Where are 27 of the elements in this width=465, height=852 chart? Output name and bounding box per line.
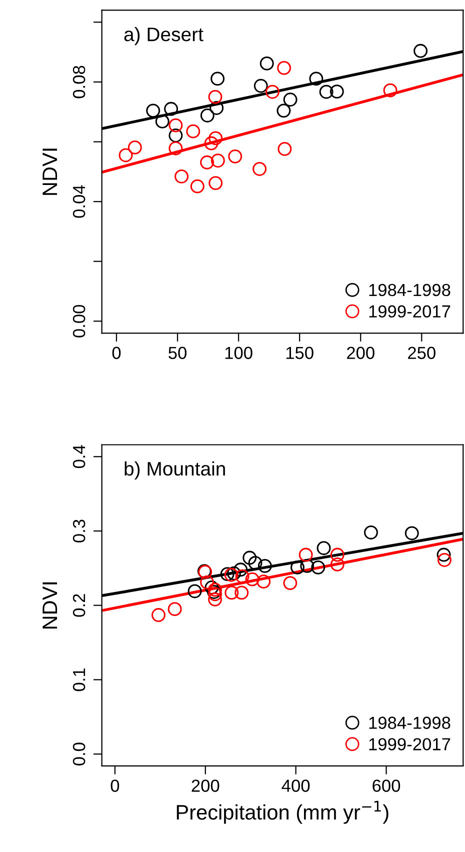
x-tick-label: 100	[225, 346, 252, 360]
x-tick-label: 0	[112, 346, 121, 360]
x-tick-label: 200	[192, 780, 220, 792]
text: a) Desert	[124, 26, 204, 46]
y-tick-label: 0.0	[72, 742, 86, 766]
text: b) Mountain	[124, 461, 225, 480]
y-tick-label: 0.4	[72, 445, 86, 468]
y-tick-label: 0.04	[72, 185, 86, 218]
y-tick-label: 0.1	[72, 668, 86, 692]
x-tick-label: 0	[110, 780, 120, 792]
y-tick-label: 0.00	[72, 304, 86, 338]
x-tick-label: 600	[372, 780, 400, 792]
x-tick-label: 250	[408, 346, 436, 360]
legend-label: 1984-1998	[369, 284, 450, 296]
x-tick-label: 200	[347, 346, 374, 360]
legend-label: 1984-1998	[369, 716, 450, 729]
y-tick-label: 0.2	[72, 594, 86, 617]
y-tick-label: 0.08	[72, 66, 86, 98]
x-axis-title: Precipitation (mm yr$^{−1}$)	[176, 800, 388, 824]
x-tick-label: 50	[168, 346, 186, 360]
y-axis-title: NDVI	[42, 148, 58, 195]
y-tick-label: 0.3	[72, 520, 86, 542]
y-axis-title: NDVI	[42, 582, 58, 629]
x-tick-label: 400	[282, 780, 310, 792]
legend-label: 1999-2017	[369, 738, 450, 750]
legend-label: 1999-2017	[369, 305, 450, 318]
x-tick-label: 150	[286, 346, 314, 360]
